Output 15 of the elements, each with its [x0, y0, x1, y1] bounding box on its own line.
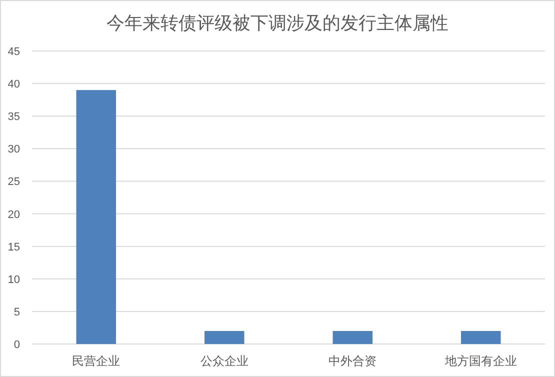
chart-title: 今年来转债评级被下调涉及的发行主体属性 [106, 13, 448, 33]
y-tick-label: 30 [8, 144, 20, 156]
y-tick-label: 35 [8, 111, 20, 124]
x-tick-label: 公众企业 [200, 354, 248, 368]
x-tick-label: 中外合资 [328, 354, 377, 368]
y-tick-label: 45 [8, 46, 20, 58]
y-tick-label: 20 [8, 208, 20, 221]
y-tick-label: 10 [8, 274, 20, 286]
y-tick-label: 15 [8, 241, 20, 254]
x-tick-label: 民营企业 [72, 354, 120, 368]
y-tick-label: 40 [8, 78, 20, 91]
y-tick-label: 5 [14, 306, 20, 318]
y-tick-label: 0 [14, 339, 20, 351]
x-tick-label: 地方国有企业 [444, 354, 517, 368]
y-tick-label: 25 [8, 176, 20, 188]
